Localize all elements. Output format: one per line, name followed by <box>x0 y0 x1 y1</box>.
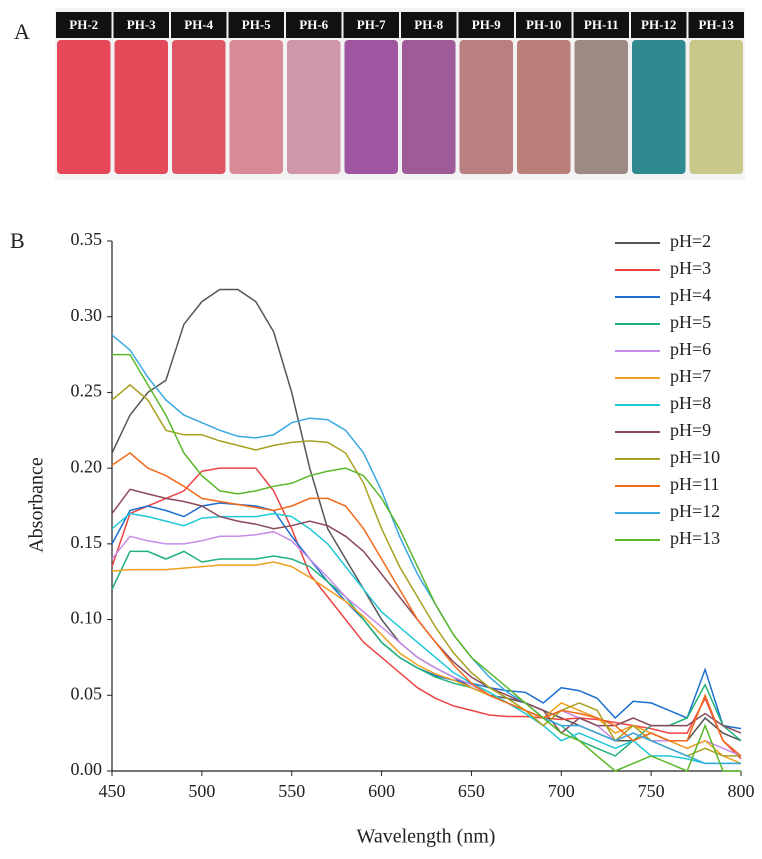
legend-label: pH=10 <box>670 447 720 467</box>
legend-label: pH=4 <box>670 285 711 305</box>
series-line <box>111 452 742 757</box>
legend-label: pH=13 <box>670 528 720 548</box>
vial <box>287 40 341 174</box>
vial-cap-label <box>458 12 514 38</box>
y-tick-label: 0.00 <box>71 759 103 779</box>
vial <box>574 40 628 174</box>
vial-label: PH-13 <box>699 17 735 32</box>
vial-cap-label <box>171 12 227 38</box>
series-line <box>111 561 742 765</box>
series-line <box>111 530 742 757</box>
vial-cap-label <box>113 12 169 38</box>
vial <box>517 40 571 174</box>
panel-label: B <box>10 228 25 253</box>
vial-label: PH-11 <box>584 17 619 32</box>
vial-label: PH-8 <box>414 17 443 32</box>
vial-cap-label <box>688 12 744 38</box>
series-line <box>111 550 742 757</box>
vial <box>172 40 226 174</box>
panel-label: A <box>14 19 30 44</box>
vial-cap-label <box>343 12 399 38</box>
series-line <box>111 383 741 757</box>
series-line <box>112 353 741 772</box>
x-tick-label: 600 <box>368 781 395 801</box>
vial <box>459 40 513 174</box>
vial-label: PH-2 <box>69 17 98 32</box>
vial <box>229 40 283 174</box>
vial-label: PH-10 <box>526 17 561 32</box>
vial-label: PH-3 <box>127 17 156 32</box>
vial <box>344 40 398 174</box>
y-tick-label: 0.30 <box>71 305 103 325</box>
vial-cap-label <box>228 12 284 38</box>
y-tick-label: 0.25 <box>71 381 103 401</box>
vial-cap-label <box>56 12 112 38</box>
legend-label: pH=11 <box>670 474 719 494</box>
vial-label: PH-12 <box>641 17 676 32</box>
y-tick-label: 0.20 <box>71 456 103 476</box>
vial-cap-label <box>516 12 572 38</box>
x-tick-label: 700 <box>548 781 575 801</box>
vial <box>689 40 743 174</box>
vial-cap-label <box>573 12 629 38</box>
vial-cap-label <box>631 12 687 38</box>
legend-label: pH=9 <box>670 420 711 440</box>
y-axis-title: Absorbance <box>26 457 48 553</box>
vial <box>57 40 111 174</box>
legend-label: pH=6 <box>670 339 711 359</box>
y-tick-label: 0.05 <box>71 683 103 703</box>
legend-label: pH=7 <box>670 366 711 386</box>
vial-cap-label <box>286 12 342 38</box>
y-tick-label: 0.10 <box>71 608 103 628</box>
vial <box>402 40 456 174</box>
vial <box>632 40 686 174</box>
vial-label: PH-4 <box>184 17 213 32</box>
legend-label: pH=5 <box>670 312 711 332</box>
y-tick-label: 0.15 <box>71 532 103 552</box>
x-tick-label: 650 <box>458 781 485 801</box>
legend-label: pH=12 <box>670 501 720 521</box>
vial-label: PH-9 <box>472 17 501 32</box>
series-line <box>111 334 741 765</box>
legend-label: pH=8 <box>670 393 711 413</box>
series-line <box>111 467 742 760</box>
vial <box>114 40 168 174</box>
series-line <box>111 502 742 730</box>
vial-cap-label <box>401 12 457 38</box>
x-axis-title: Wavelength (nm) <box>357 826 496 848</box>
x-tick-label: 750 <box>638 781 665 801</box>
photo-background <box>55 8 745 180</box>
vial-label: PH-5 <box>242 17 271 32</box>
series-line <box>111 512 741 765</box>
x-tick-label: 450 <box>99 781 126 801</box>
x-tick-label: 800 <box>728 781 755 801</box>
x-tick-label: 500 <box>188 781 215 801</box>
vial-label: PH-6 <box>299 17 328 32</box>
x-tick-label: 550 <box>278 781 305 801</box>
legend-label: pH=3 <box>670 258 711 278</box>
y-tick-label: 0.35 <box>71 229 103 249</box>
vial-label: PH-7 <box>357 17 386 32</box>
legend-label: pH=2 <box>670 231 711 251</box>
